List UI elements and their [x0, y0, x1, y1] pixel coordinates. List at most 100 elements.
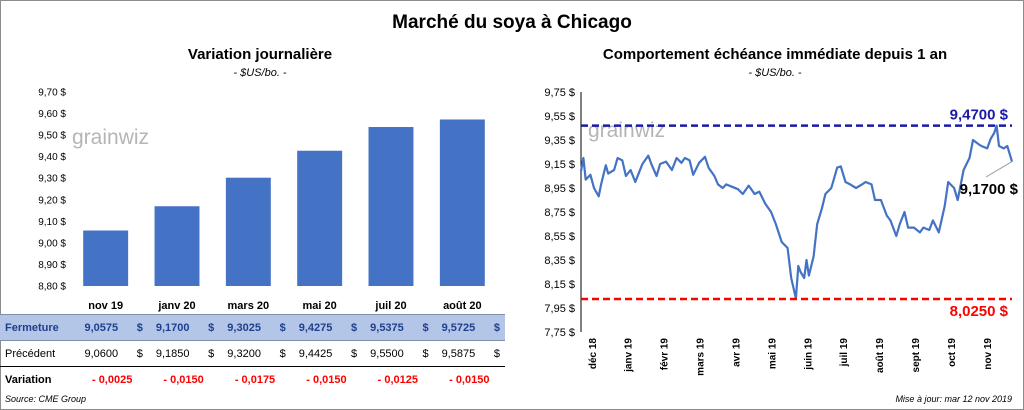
cell-value: 9,0600: [84, 347, 119, 360]
y-tick-label: 8,75 $: [544, 207, 575, 219]
bar: [439, 119, 485, 286]
cell-value: 9,5725: [441, 321, 476, 334]
currency-sign: $: [351, 347, 358, 360]
x-tick-label: déc 18: [588, 338, 599, 370]
y-tick-label: 8,55 $: [544, 231, 575, 243]
y-tick-label: 9,00 $: [38, 238, 66, 249]
variation-value: - 0,0125: [377, 373, 419, 386]
x-category-label: nov 19: [88, 300, 123, 312]
main-title: Marché du soya à Chicago: [392, 12, 632, 33]
cell-value: 9,0575: [84, 321, 119, 334]
y-tick-label: 9,20 $: [38, 195, 66, 206]
y-tick-label: 7,75 $: [544, 327, 575, 339]
row-label-close: Fermeture: [0, 314, 77, 341]
left-chart-unit: - $US/bo. -: [233, 67, 287, 79]
x-tick-label: janv 19: [624, 338, 635, 373]
row-label-previous: Précédent: [0, 340, 77, 367]
variation-value: - 0,0150: [306, 373, 347, 386]
x-category-label: août 20: [443, 300, 482, 312]
currency-sign: $: [208, 347, 215, 360]
currency-sign: $: [351, 321, 358, 334]
bar: [368, 127, 414, 287]
x-tick-label: avr 19: [731, 338, 742, 367]
y-tick-label: 9,10 $: [38, 217, 66, 228]
currency-sign: $: [493, 321, 500, 334]
last-value-leader: [985, 161, 1013, 178]
currency-sign: $: [422, 321, 429, 334]
table-cell: 9,3025 $: [219, 314, 291, 341]
currency-sign: $: [136, 347, 143, 360]
y-tick-label: 9,35 $: [544, 135, 575, 147]
bar-watermark: grainwiz: [72, 126, 149, 149]
cell-value: 9,3025: [227, 321, 261, 334]
x-tick-label: mars 19: [696, 338, 707, 376]
y-tick-label: 9,55 $: [544, 111, 575, 123]
y-tick-label: 8,80 $: [38, 282, 66, 293]
y-tick-label: 9,50 $: [38, 131, 66, 142]
bar-chart: grainwiz 8,80 $ 8,90 $ 9,00 $ 9,10 $ 9,20 $ 9…: [38, 88, 485, 312]
table-cell: 9,5875 $: [433, 340, 505, 367]
table-row-variation: Variation - 0,0025 - 0,0150 - 0,0175 - 0…: [0, 367, 505, 393]
bar: [154, 206, 200, 286]
y-tick-label: 9,30 $: [38, 174, 66, 185]
left-chart-title: Variation journalière: [187, 46, 333, 63]
table-cell: 9,5725 $: [433, 314, 505, 341]
table-row-close: Fermeture 9,0575 $ 9,1700 $ 9,3025 $ 9,4275…: [0, 314, 505, 341]
x-tick-label: févr 19: [660, 338, 671, 371]
bar: [225, 177, 271, 286]
y-tick-label: 8,15 $: [544, 279, 575, 291]
currency-sign: $: [422, 347, 429, 360]
table-cell: 9,5375 $: [362, 314, 434, 341]
y-tick-label: 9,75 $: [544, 87, 575, 99]
y-tick-label: 8,95 $: [544, 183, 575, 195]
x-tick-label: nov 19: [983, 338, 994, 370]
x-tick-label: juin 19: [803, 338, 814, 371]
currency-sign: $: [279, 347, 286, 360]
x-category-label: mai 20: [303, 300, 337, 312]
cell-value: 9,5875: [441, 347, 476, 360]
y-tick-label: 9,60 $: [38, 109, 66, 120]
cell-value: 9,4275: [298, 321, 333, 334]
bar: [297, 150, 343, 286]
last-value-label: 9,1700 $: [960, 181, 1019, 198]
cell-value: 9,4425: [298, 347, 333, 360]
currency-sign: $: [208, 321, 215, 334]
y-tick-label: 8,35 $: [544, 255, 575, 267]
x-category-label: janv 20: [157, 300, 195, 312]
cell-value: 9,1700: [155, 321, 190, 334]
table-cell: 9,3200 $: [219, 340, 291, 367]
high-value-label: 9,4700 $: [950, 107, 1009, 124]
y-tick-label: 8,90 $: [38, 260, 66, 271]
variation-value: - 0,0025: [91, 373, 133, 386]
variation-value: - 0,0150: [163, 373, 204, 386]
table-cell: 9,0600 $: [76, 340, 148, 367]
y-tick-label: 9,15 $: [544, 159, 575, 171]
y-tick-label: 7,95 $: [544, 303, 575, 315]
x-tick-label: juil 19: [839, 338, 850, 368]
table-row-previous: Précédent 9,0600 $ 9,1850 $ 9,3200 $ 9,4425…: [0, 340, 505, 367]
price-table: Fermeture 9,0575 $ 9,1700 $ 9,3025 $ 9,4275…: [0, 314, 505, 393]
x-category-label: mars 20: [228, 300, 270, 312]
right-chart-unit: - $US/bo. -: [748, 67, 802, 79]
update-date: Mise à jour: mar 12 nov 2019: [895, 394, 1012, 404]
table-cell: 9,0575 $: [76, 314, 148, 341]
y-tick-label: 9,40 $: [38, 152, 66, 163]
low-value-label: 8,0250 $: [950, 303, 1009, 320]
source-note: Source: CME Group: [5, 394, 87, 404]
table-cell: 9,5500 $: [362, 340, 434, 367]
cell-value: 9,5375: [370, 321, 404, 334]
price-line: [579, 124, 1014, 300]
currency-sign: $: [136, 321, 143, 334]
table-cell: 9,1700 $: [147, 314, 220, 341]
line-chart: grainwiz 7,75 $ 7,95 $ 8,15 $ 8,35 $ 8,55 $ 8…: [544, 87, 1019, 376]
x-tick-label: août 19: [875, 338, 886, 373]
x-tick-label: oct 19: [947, 338, 958, 367]
x-tick-label: sept 19: [911, 338, 922, 373]
x-category-label: juil 20: [374, 300, 406, 312]
y-tick-label: 9,70 $: [38, 88, 66, 99]
table-cell: 9,4275 $: [290, 314, 363, 341]
table-cell: 9,4425 $: [290, 340, 363, 367]
row-label-variation: Variation: [5, 373, 52, 386]
table-cell: 9,1850 $: [147, 340, 220, 367]
cell-value: 9,3200: [227, 347, 261, 360]
